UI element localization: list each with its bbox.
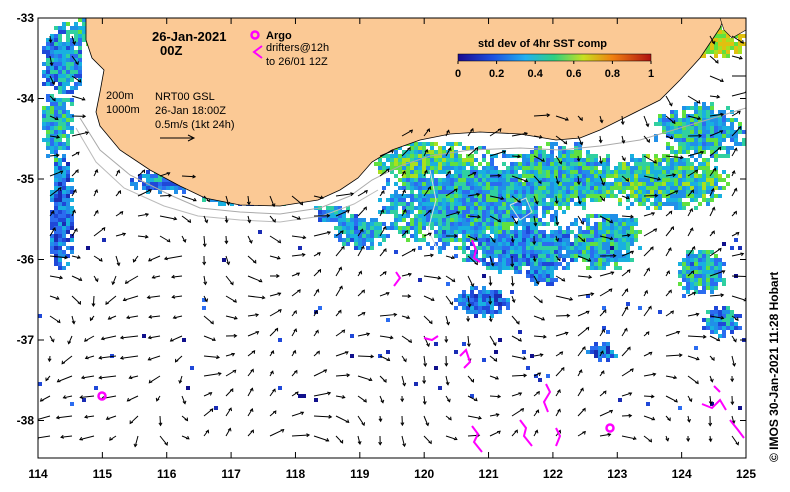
contour-offshore <box>427 169 533 251</box>
contour-label-200m: 200m <box>106 90 134 102</box>
contour-200m <box>79 107 746 215</box>
argo-float <box>605 423 615 433</box>
colorbar-tick-label: 1 <box>648 68 654 80</box>
colorbar-tick-label: 0.2 <box>489 68 504 80</box>
colorbar-title: std dev of 4hr SST comp <box>478 38 607 50</box>
x-tick-label: 122 <box>543 467 563 481</box>
colorbar-ticks: 0 0.2 0.4 0.6 0.8 1 <box>455 61 654 80</box>
x-tick-label: 114 <box>28 467 48 481</box>
current-scale: 0.5m/s (1kt 24h) <box>155 119 234 131</box>
drifter-track <box>471 425 483 453</box>
drifter-legend-line1: drifters@12h <box>266 42 329 54</box>
y-axis: -33 -34 -35 -36 -37 -38 <box>17 11 746 428</box>
colorbar-tick-label: 0.6 <box>566 68 581 80</box>
drifter-track <box>555 427 562 447</box>
drifter-track <box>519 419 533 447</box>
drifter-track <box>729 419 745 439</box>
x-tick-label: 120 <box>414 467 434 481</box>
contour-label-1000m: 1000m <box>106 104 140 116</box>
current-time: 26-Jan 18:00Z <box>155 105 226 117</box>
land-mass <box>85 18 725 207</box>
current-model: NRT00 GSL <box>155 91 215 103</box>
drifter-legend-icon <box>252 45 263 59</box>
drifter-track <box>713 385 721 393</box>
x-axis: 114 115 116 117 118 119 120 121 122 123 124 125 <box>28 18 756 481</box>
date-label: 26-Jan-2021 <box>152 29 226 44</box>
x-tick-label: 115 <box>93 467 113 481</box>
y-tick-label: -38 <box>17 414 35 428</box>
argo-float <box>97 391 107 401</box>
y-tick-label: -33 <box>17 11 35 25</box>
x-tick-label: 119 <box>350 467 370 481</box>
colorbar-tick-label: 0 <box>455 68 461 80</box>
drifter-track <box>471 239 481 263</box>
credit-label: © IMOS 30-Jan-2021 11:28 Hobart <box>767 272 781 462</box>
colorbar-tick-label: 0.4 <box>528 68 544 80</box>
drifter-legend-line2: to 26/01 12Z <box>266 56 328 68</box>
drifter-track <box>701 398 727 411</box>
x-tick-label: 118 <box>286 467 306 481</box>
x-tick-label: 123 <box>607 467 627 481</box>
x-tick-label: 117 <box>221 467 241 481</box>
y-tick-label: -35 <box>17 172 35 186</box>
contour-1000m <box>75 127 379 223</box>
scale-arrow <box>160 134 196 142</box>
current-vectors <box>38 35 746 448</box>
y-tick-label: -37 <box>17 333 35 347</box>
argo-legend-label: Argo <box>266 30 292 42</box>
colorbar <box>457 53 652 62</box>
plot-frame <box>37 17 747 459</box>
x-tick-label: 116 <box>157 467 177 481</box>
x-tick-label: 125 <box>736 467 756 481</box>
x-tick-label: 124 <box>672 467 692 481</box>
drifter-track <box>459 348 472 369</box>
time-label: 00Z <box>160 43 182 58</box>
argo-legend-icon <box>250 30 260 40</box>
x-tick-label: 121 <box>479 467 499 481</box>
y-tick-label: -34 <box>17 92 35 106</box>
land-top-right <box>719 18 746 39</box>
drifter-track <box>393 271 402 287</box>
drifter-track <box>542 383 552 413</box>
colorbar-tick-label: 0.8 <box>605 68 620 80</box>
drifter-track <box>423 335 439 342</box>
drifter-tracks <box>393 239 745 453</box>
y-tick-label: -36 <box>17 253 35 267</box>
